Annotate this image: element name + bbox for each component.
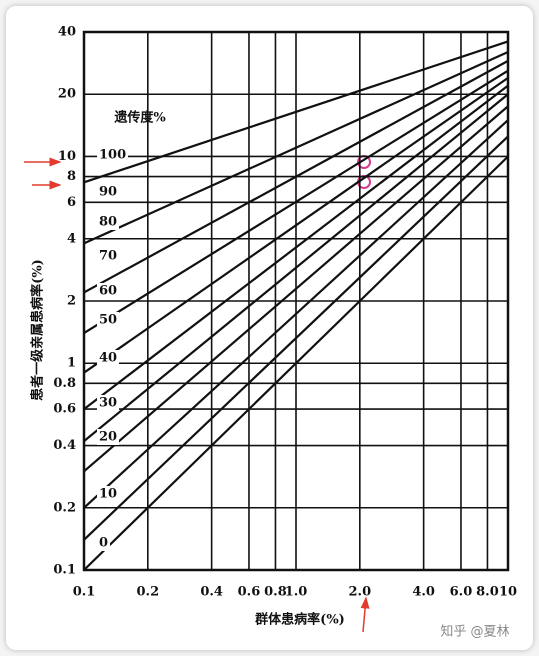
series-line <box>83 135 509 541</box>
y-tick-label: 40 <box>58 25 76 40</box>
label-bg <box>97 535 110 551</box>
label-bg <box>97 147 128 163</box>
x-tick-label: 2.0 <box>349 585 372 600</box>
y-tick-label: 10 <box>58 149 76 164</box>
y-tick-label: 0.1 <box>53 563 76 578</box>
legend-title: 遗传度% <box>113 110 166 126</box>
y-tick-label: 0.6 <box>53 402 76 417</box>
watermark: 知乎 @夏林 <box>440 624 509 640</box>
x-tick-label: 4.0 <box>412 585 435 600</box>
series-label: 0 <box>99 536 108 551</box>
series-line <box>83 59 509 294</box>
label-bg <box>97 184 119 200</box>
x-tick-label: 1.0 <box>285 585 308 600</box>
series-line <box>83 40 509 184</box>
series-label: 90 <box>99 185 117 200</box>
label-bg <box>97 312 119 328</box>
series-line <box>83 93 509 442</box>
series-label: 100 <box>99 148 126 163</box>
label-bg <box>97 395 119 411</box>
label-bg <box>97 486 119 502</box>
y-tick-label: 0.2 <box>53 500 76 515</box>
x-tick-label: 0.8 <box>264 585 287 600</box>
y-axis-label: 患者一级亲属患病率(%) <box>30 259 46 401</box>
x-tick-label: 0.1 <box>73 585 96 600</box>
y-tick-label: 20 <box>58 87 76 102</box>
plot-frame <box>82 30 510 572</box>
y-tick-label: 0.4 <box>53 438 76 453</box>
series-label: 30 <box>99 396 117 411</box>
label-bg <box>97 283 119 299</box>
arrow <box>360 596 370 633</box>
x-tick-label: 0.4 <box>200 585 223 600</box>
x-tick-label: 8.0 <box>476 585 499 600</box>
label-bg <box>97 248 119 264</box>
series-line <box>83 105 509 473</box>
y-tick-label: 0.8 <box>53 376 76 391</box>
y-tick-label: 2 <box>67 294 76 309</box>
series-label: 70 <box>99 249 117 264</box>
y-tick-label: 4 <box>67 231 76 246</box>
x-tick-label: 0.6 <box>238 585 261 600</box>
series-label: 80 <box>99 215 117 230</box>
series-line <box>83 76 509 374</box>
series-label: 20 <box>99 430 117 445</box>
series-line <box>83 51 509 245</box>
series-line <box>83 84 509 410</box>
y-tick-label: 6 <box>67 195 76 210</box>
label-bg <box>97 214 119 230</box>
series-label: 50 <box>99 313 117 328</box>
x-axis-label: 群体患病率(%) <box>255 612 345 628</box>
series-line <box>83 155 509 571</box>
label-bg <box>97 350 119 366</box>
y-tick-label: 8 <box>67 169 76 184</box>
x-tick-label: 10 <box>499 585 517 600</box>
x-tick-label: 6.0 <box>450 585 473 600</box>
series-line <box>83 119 509 509</box>
label-bg <box>97 429 119 445</box>
series-label: 40 <box>99 351 117 366</box>
series-label: 10 <box>99 487 117 502</box>
y-tick-label: 1 <box>67 356 76 371</box>
series-label: 60 <box>99 284 117 299</box>
series-line <box>83 69 509 334</box>
x-tick-label: 0.2 <box>137 585 160 600</box>
